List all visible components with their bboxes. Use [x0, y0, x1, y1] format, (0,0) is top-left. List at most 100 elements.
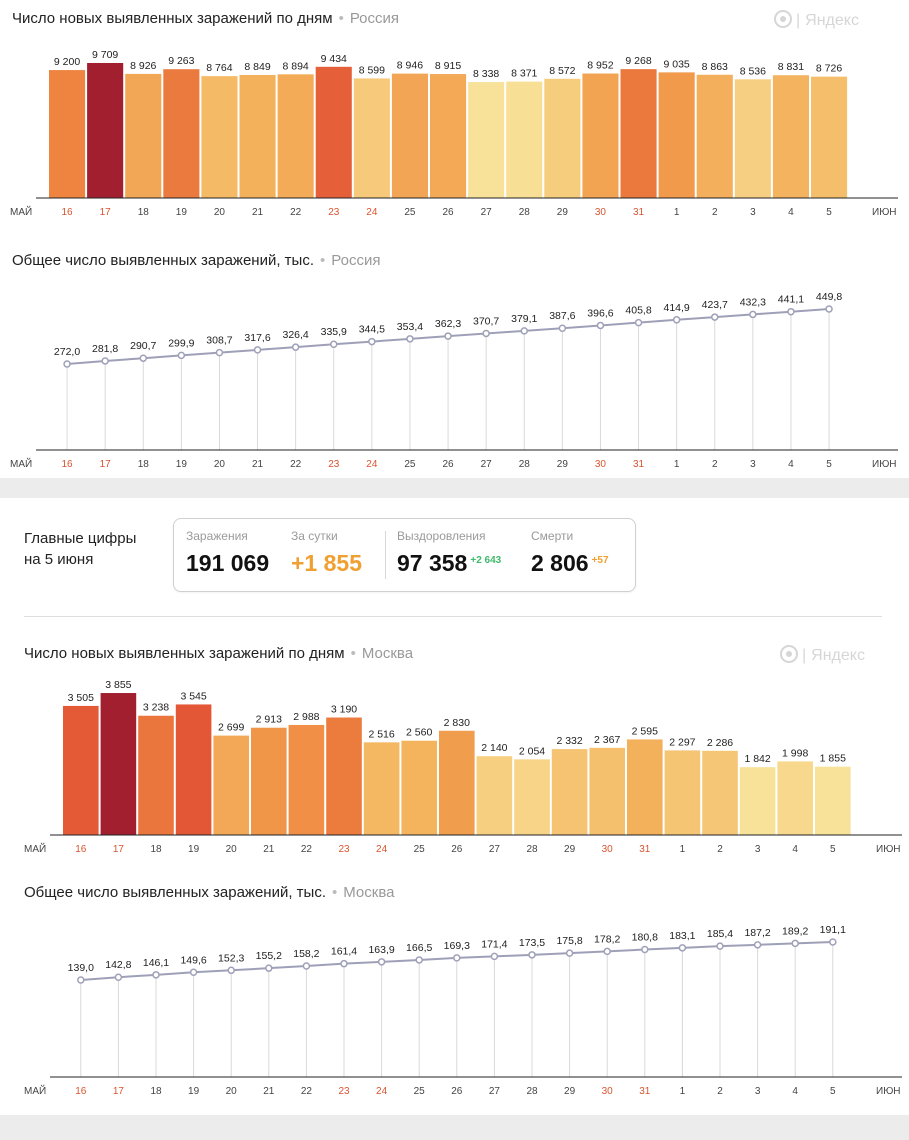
bar [514, 759, 550, 835]
x-tick-label: 31 [633, 459, 645, 470]
data-point [291, 343, 300, 351]
x-tick-label: 19 [188, 1086, 200, 1097]
x-tick-label: 4 [788, 207, 794, 218]
x-tick-label: 26 [442, 207, 454, 218]
x-tick-label: 30 [602, 844, 614, 855]
x-tick-label: 16 [61, 207, 73, 218]
x-tick-label: 31 [639, 1086, 651, 1097]
bar-value-label: 2 988 [293, 711, 319, 723]
month-end-label: ИЮН [872, 459, 897, 470]
x-tick-label: 17 [100, 459, 112, 470]
yandex-logo-icon [774, 10, 792, 28]
bar [239, 74, 276, 198]
point-value-label: 171,4 [481, 938, 507, 950]
point-value-label: 149,6 [180, 954, 206, 966]
point-value-label: 139,0 [68, 962, 94, 974]
bar-value-label: 2 140 [481, 742, 507, 754]
point-value-label: 146,1 [143, 957, 169, 969]
bar [627, 739, 663, 835]
deaths-delta: +57 [591, 555, 609, 566]
bar [620, 69, 657, 198]
bar-value-label: 9 434 [321, 53, 347, 65]
bar-value-label: 8 764 [206, 62, 232, 74]
x-tick-label: 28 [519, 459, 531, 470]
moscow-daily-chart: 3 505 3 855 3 238 3 545 2 699 2 913 2 988 3 190… [24, 679, 902, 855]
x-tick-label: 21 [263, 844, 275, 855]
bar-value-label: 8 726 [816, 63, 842, 75]
data-point [368, 337, 376, 346]
moscow-total-title: Общее число выявленных заражений, тыс. • М… [24, 884, 395, 901]
bar-value-label: 2 595 [632, 725, 658, 737]
bar [551, 749, 588, 835]
yandex-logo-icon [780, 645, 798, 663]
bar [439, 730, 475, 835]
data-point [753, 941, 762, 949]
data-point [415, 956, 423, 964]
x-tick-label: 30 [602, 1086, 614, 1097]
month-start-label: МАЙ [24, 1084, 46, 1097]
point-value-label: 362,3 [435, 318, 461, 330]
russia-total-title: Общее число выявленных заражений, тыс. • Р… [12, 252, 381, 269]
bar-value-label: 3 855 [105, 679, 131, 691]
data-point [101, 357, 109, 365]
x-tick-label: 2 [717, 844, 723, 855]
bar-value-label: 8 863 [702, 61, 728, 73]
bar [363, 742, 400, 835]
russia-daily-chart: 9 200 9 709 8 926 9 263 8 764 8 849 8 894 9 434… [10, 49, 898, 218]
data-point [482, 329, 490, 338]
x-tick-label: 27 [489, 1086, 501, 1097]
yandex-logo-moscow: | Яндекс [780, 645, 865, 665]
bar [353, 78, 390, 198]
point-value-label: 370,7 [473, 315, 499, 327]
bar-value-label: 8 849 [244, 61, 270, 73]
point-value-label: 317,6 [244, 332, 270, 344]
bar [401, 740, 437, 835]
data-point [596, 321, 605, 330]
x-tick-label: 5 [830, 844, 836, 855]
x-tick-label: 26 [451, 844, 463, 855]
x-tick-label: 23 [338, 844, 350, 855]
x-tick-label: 19 [188, 844, 200, 855]
month-start-label: МАЙ [10, 457, 32, 470]
data-point [678, 944, 687, 952]
x-tick-label: 29 [557, 207, 569, 218]
x-tick-label: 19 [176, 459, 188, 470]
x-tick-label: 28 [519, 207, 531, 218]
stat-infections: Заражения 191 069 [186, 529, 270, 576]
recovered-delta: +2 643 [470, 555, 502, 566]
data-point [227, 966, 235, 975]
point-value-label: 405,8 [625, 305, 651, 317]
x-tick-label: 28 [526, 844, 538, 855]
data-point [453, 954, 461, 962]
data-point [641, 945, 649, 954]
x-tick-label: 3 [750, 459, 756, 470]
bar-value-label: 8 926 [130, 60, 156, 72]
bar [175, 704, 212, 835]
bar [63, 705, 99, 835]
data-point [139, 354, 147, 362]
russia-total-chart: 272,0 281,8 290,7 299,9 308,7 317,6 326,4 335,9… [10, 291, 898, 470]
point-value-label: 155,2 [256, 950, 282, 962]
data-point [791, 939, 799, 948]
bar-value-label: 2 830 [444, 717, 470, 729]
point-value-label: 166,5 [406, 942, 432, 954]
x-tick-label: 22 [290, 207, 302, 218]
x-tick-label: 21 [252, 207, 264, 218]
point-value-label: 379,1 [511, 313, 537, 325]
x-tick-label: 20 [214, 459, 226, 470]
bar [87, 62, 124, 199]
bar [739, 767, 776, 835]
x-tick-label: 18 [138, 207, 150, 218]
x-tick-label: 18 [138, 459, 150, 470]
bar [468, 82, 505, 198]
x-tick-label: 17 [113, 1086, 125, 1097]
x-tick-label: 25 [414, 844, 426, 855]
point-value-label: 142,8 [105, 959, 131, 971]
section-divider [24, 616, 882, 617]
x-tick-label: 24 [376, 844, 388, 855]
bar [100, 693, 137, 835]
x-tick-label: 1 [674, 207, 680, 218]
x-tick-label: 1 [680, 844, 686, 855]
x-tick-label: 25 [414, 1086, 426, 1097]
x-tick-label: 21 [252, 459, 264, 470]
